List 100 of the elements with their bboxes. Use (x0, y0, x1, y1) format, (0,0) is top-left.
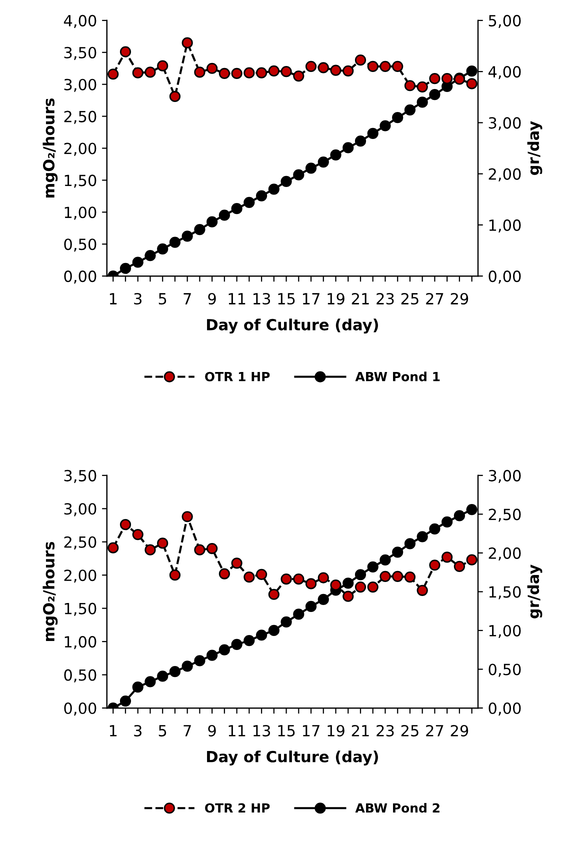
point (342, 142, 354, 154)
x-tick-label: 17 (302, 293, 320, 304)
point (108, 542, 119, 554)
y-tick-label: 1,50 (64, 602, 96, 616)
point (330, 149, 342, 160)
x-tick-label: 5 (158, 293, 166, 305)
point (182, 660, 193, 672)
y2-tick-label: 1,00 (489, 624, 521, 638)
point (342, 578, 354, 589)
x-tick-label: 27 (426, 292, 444, 304)
y-tick-label: 3,50 (64, 46, 96, 60)
point (429, 89, 440, 100)
point (442, 552, 453, 563)
x-axis-title: Day of Culture (day) (207, 318, 378, 334)
point (231, 638, 242, 650)
point (342, 590, 354, 602)
point (144, 250, 156, 262)
point (318, 572, 329, 584)
point (342, 65, 354, 76)
point (466, 66, 478, 77)
point (157, 60, 168, 72)
point (244, 635, 255, 646)
point (231, 203, 242, 214)
x-tick-label: 19 (328, 724, 344, 737)
point (305, 162, 317, 174)
point (429, 560, 440, 571)
x-tick-label: 29 (450, 292, 468, 305)
point (466, 554, 478, 566)
x-axis-title: Day of Culture (day) (207, 750, 378, 766)
x-tick-label: 9 (208, 292, 216, 305)
point (367, 128, 378, 139)
point (305, 600, 317, 612)
point (380, 60, 391, 72)
point (367, 582, 378, 593)
point (268, 588, 280, 600)
point (120, 262, 132, 274)
y2-tick-label: 0,50 (488, 664, 521, 677)
point (293, 608, 304, 620)
point (244, 196, 255, 208)
y2-tick-label: 2,00 (488, 168, 521, 182)
x-tick-label: 1 (110, 293, 117, 304)
point (392, 60, 404, 72)
y-tick-label: 1,00 (64, 206, 96, 220)
point (404, 572, 416, 583)
point (244, 67, 255, 78)
point (157, 243, 168, 255)
y2-tick-label: 4,00 (488, 66, 521, 80)
point (416, 81, 428, 92)
point (380, 570, 391, 582)
x-tick-label: 5 (158, 725, 166, 737)
point (132, 256, 144, 268)
y-tick-label: 0,00 (64, 702, 96, 716)
y2-tick-label: 3,00 (488, 117, 521, 130)
point (231, 68, 242, 80)
point (318, 156, 329, 168)
legend-label: OTR 1 HP (205, 372, 270, 382)
x-tick-label: 27 (426, 724, 444, 736)
x-tick-label: 3 (134, 292, 142, 305)
point (416, 96, 428, 108)
point (404, 538, 416, 550)
point (182, 230, 193, 242)
point (416, 584, 428, 596)
point (354, 582, 366, 593)
point (120, 695, 132, 707)
y2-axis-title: gr/day (527, 121, 542, 175)
point (132, 67, 144, 78)
point (318, 594, 329, 606)
point (157, 538, 168, 549)
x-tick-label: 17 (302, 725, 320, 736)
x-tick-label: 23 (376, 724, 394, 737)
point (218, 210, 230, 221)
x-tick-label: 25 (401, 724, 418, 737)
point (144, 676, 156, 688)
point (392, 546, 404, 558)
point (354, 136, 366, 147)
point (244, 572, 255, 583)
point (305, 60, 317, 72)
x-tick-label: 29 (450, 724, 468, 737)
x-tick-label: 11 (228, 725, 246, 736)
x-tick-label: 23 (376, 292, 394, 305)
point (231, 558, 242, 569)
y-tick-label: 2,50 (64, 536, 96, 550)
point (169, 570, 181, 581)
y-tick-label: 4,00 (64, 14, 96, 28)
point (169, 90, 181, 102)
y-axis-title: mgO₂/hours (42, 542, 58, 641)
point (268, 624, 280, 636)
y-tick-label: 0,00 (64, 270, 96, 284)
point (442, 73, 453, 84)
point (194, 66, 206, 78)
y-tick-label: 3,50 (64, 470, 96, 483)
y2-axis-title: gr/day (527, 564, 542, 618)
point (380, 120, 391, 132)
point (380, 554, 391, 566)
x-tick-label: 15 (278, 293, 295, 305)
x-tick-label: 25 (401, 292, 418, 305)
point (280, 66, 292, 78)
point (392, 570, 404, 582)
x-tick-label: 9 (208, 724, 216, 737)
point (194, 655, 206, 666)
